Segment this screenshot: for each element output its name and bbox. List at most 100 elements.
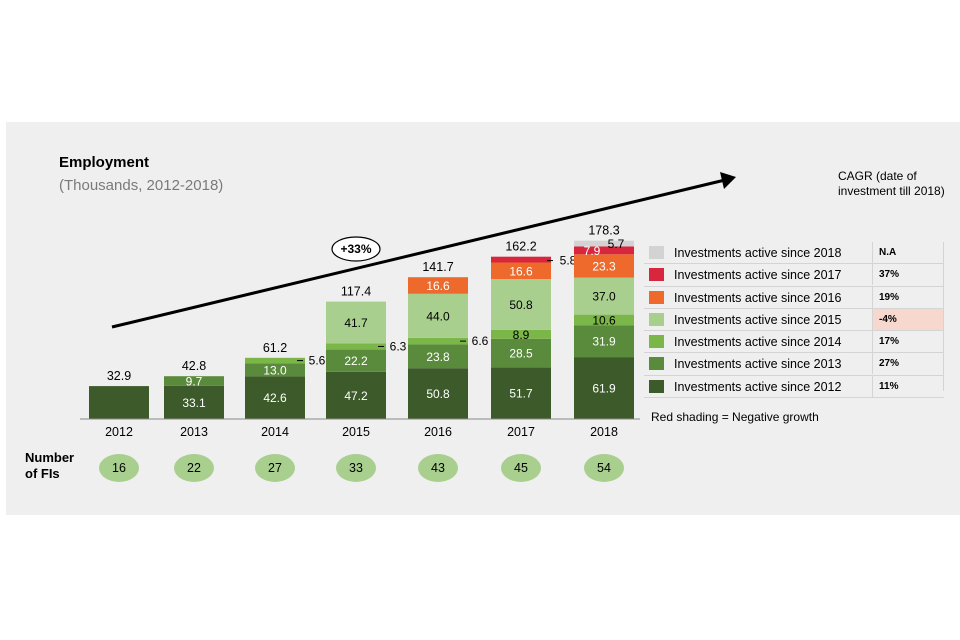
chart-title: Employment [59,154,150,171]
x-tick-label: 2012 [105,425,133,439]
fi-count-bubble [501,454,541,482]
bar-total-label: 32.9 [107,369,131,383]
bar-segment [326,349,386,372]
legend: Investments active since 2018 N.A Investme… [644,242,944,399]
bar-segment [574,314,634,326]
legend-label: Investments active since 2012 [674,379,842,394]
segment-label: 6.6 [472,334,489,348]
bar-segment [574,325,634,358]
segment-label: 7.9 [584,244,601,258]
legend-row: Investments active since 2016 19% [644,286,944,309]
bar-total-label: 141.7 [422,260,453,274]
fi-count-bubble [584,454,624,482]
bar-segment [408,368,468,419]
segment-label: 51.7 [509,387,533,401]
legend-swatch [649,335,664,349]
bar-segment [574,246,634,255]
x-tick-label: 2015 [342,425,370,439]
growth-annotation-ellipse [331,236,381,262]
segment-label: 6.3 [390,339,407,353]
chart-panel [6,122,960,515]
fi-count-bubble [174,454,214,482]
fi-label-line2: of FIs [25,466,60,481]
bar-total-label: 61.2 [263,341,287,355]
bar-segment [326,343,386,350]
segment-label: 28.5 [509,347,533,361]
bar-segment [574,357,634,419]
x-tick-label: 2014 [261,425,289,439]
bar-segment [574,277,634,315]
fi-label-line1: Number [25,450,75,465]
bar-segment [408,337,468,345]
bar-segment [408,277,468,294]
fi-count-bubble [336,454,376,482]
segment-label: 13.0 [263,363,287,377]
x-tick-label: 2018 [590,425,618,439]
legend-swatch [649,268,664,282]
segment-label: 44.0 [426,309,450,323]
cagr-header: CAGR (date of investment till 2018) [838,169,945,198]
fi-count-bubble [418,454,458,482]
legend-label: Investments active since 2014 [674,335,842,350]
fi-count-label: 45 [514,461,528,475]
segment-label: 23.8 [426,350,450,364]
growth-arrow-line [111,178,726,329]
bar-total-label: 117.4 [341,285,371,299]
legend-border [943,242,944,391]
legend-cagr-value: 19% [872,286,944,308]
segment-label: 5.7 [608,237,625,251]
bar-total-label: 178.3 [588,224,619,238]
legend-cagr-value: 27% [872,353,944,375]
bar-segment [574,240,634,247]
legend-row: Investments active since 2014 17% [644,331,944,354]
legend-row: Investments active since 2017 37% [644,264,944,287]
segment-label: 5.6 [309,354,326,368]
legend-row: Investments active since 2013 27% [644,353,944,376]
fi-count-label: 27 [268,461,282,475]
segment-label: 42.6 [263,391,287,405]
bar-segment [408,293,468,338]
fi-count-label: 22 [187,461,201,475]
bar-segment [326,371,386,419]
legend-row: Investments active since 2018 N.A [644,242,944,265]
segment-label: 41.7 [344,316,368,330]
bar-segment [574,254,634,278]
legend-swatch [649,357,664,371]
segment-label: 8.9 [513,328,530,342]
fi-count-bubble [255,454,295,482]
growth-annotation-label: +33% [340,242,371,256]
bar-segment [491,279,551,330]
growth-arrow-head [720,172,736,189]
fi-count-label: 43 [431,461,445,475]
segment-label: 37.0 [592,290,616,304]
legend-swatch [649,379,664,393]
fi-count-label: 54 [597,461,611,475]
bar-total-label: 162.2 [505,240,536,254]
bar-segment [245,376,305,419]
bar-segment [245,363,305,377]
bar-segment [491,338,551,368]
legend-label: Investments active since 2013 [674,357,842,372]
bar-segment [89,386,149,419]
segment-label: 50.8 [426,387,450,401]
bar-total-label: 42.8 [182,359,206,373]
segment-label: 16.6 [426,279,450,293]
segment-label: 22.2 [344,354,368,368]
segment-label: 9.7 [186,375,203,389]
legend-cagr-value: 11% [872,375,944,397]
legend-swatch [649,290,664,304]
bar-segment [408,344,468,369]
legend-cagr-value: -4% [872,308,944,330]
legend-row: Investments active since 2012 11% [644,375,944,399]
segment-label: 50.8 [509,298,533,312]
chart-subtitle: (Thousands, 2012-2018) [59,177,224,194]
legend-swatch [649,246,664,259]
bar-segment [491,256,551,263]
footnote: Red shading = Negative growth [651,410,819,424]
bar-segment [245,357,305,364]
segment-label: 16.6 [509,264,533,278]
legend-cagr-value: 37% [872,264,944,286]
legend-swatch [649,312,664,326]
x-tick-label: 2016 [424,425,452,439]
legend-row: Investments active since 2015 -4% [644,308,944,332]
